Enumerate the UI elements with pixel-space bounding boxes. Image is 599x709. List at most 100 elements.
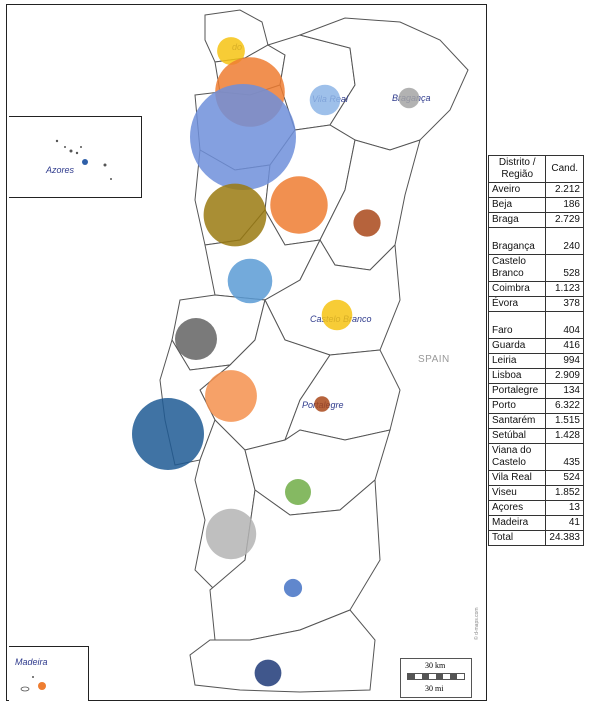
bubble-lisboa: [132, 398, 204, 470]
table-row: Viseu 1.852: [487, 485, 584, 501]
table-row: Portalegre 134: [487, 383, 584, 399]
row-district: Faro: [487, 311, 547, 339]
row-value: 1.123: [545, 281, 584, 297]
bubble-madeira: [38, 682, 46, 690]
header-district: Distrito / Região: [487, 155, 547, 183]
row-value: 2.909: [545, 368, 584, 384]
total-label: Total: [487, 530, 547, 546]
scale-bar: 30 km 30 mi: [400, 658, 472, 698]
table-row: Lisboa 2.909: [487, 368, 584, 384]
row-value: 2.212: [545, 182, 584, 198]
bubble-castelo-branco: [321, 299, 353, 331]
scale-bar-line: [407, 673, 465, 680]
row-value: 2.729: [545, 212, 584, 228]
madeira-inset: Madeira: [9, 646, 89, 701]
azores-label: Azores: [46, 165, 75, 175]
bubble-viana-do-castelo: [217, 37, 245, 65]
row-district: Beja: [487, 197, 547, 213]
row-district: Lisboa: [487, 368, 547, 384]
row-value: 1.428: [545, 428, 584, 444]
table-row: Porto 6.322: [487, 398, 584, 414]
row-district: Guarda: [487, 338, 547, 354]
table-row: Castelo Branco 528: [487, 254, 584, 282]
row-value: 528: [545, 254, 584, 282]
portugal-map: SPAIN do Vila Real Bragança Castelo Bran…: [132, 9, 469, 693]
bubble-beja: [283, 578, 303, 598]
bubble-leiria: [175, 318, 217, 360]
total-value: 24.383: [545, 530, 584, 546]
madeira-label: Madeira: [15, 657, 48, 667]
table-row: Beja 186: [487, 197, 584, 213]
row-district: Viana do Castelo: [487, 443, 547, 471]
row-value: 524: [545, 470, 584, 486]
row-district: Castelo Branco: [487, 254, 547, 282]
row-value: 994: [545, 353, 584, 369]
row-district: Bragança: [487, 227, 547, 255]
row-value: 240: [545, 227, 584, 255]
row-district: Évora: [487, 296, 547, 312]
row-value: 1.515: [545, 413, 584, 429]
table-row: Bragança 240: [487, 227, 584, 255]
table-row: Madeira 41: [487, 515, 584, 531]
row-district: Portalegre: [487, 383, 547, 399]
row-value: 186: [545, 197, 584, 213]
table-row: Coimbra 1.123: [487, 281, 584, 297]
row-district: Santarém: [487, 413, 547, 429]
row-district: Setúbal: [487, 428, 547, 444]
table-row: Leiria 994: [487, 353, 584, 369]
header-cand: Cand.: [545, 155, 584, 183]
table-row: Santarém 1.515: [487, 413, 584, 429]
table-body: Aveiro 2.212 Beja 186 Braga 2.729 Bragança 240 C…: [487, 182, 584, 531]
row-value: 6.322: [545, 398, 584, 414]
row-district: Aveiro: [487, 182, 547, 198]
table-total-row: Total 24.383: [487, 530, 584, 546]
azores-inset: Azores: [9, 116, 142, 198]
bubble-viseu: [270, 176, 328, 234]
bubble-aveiro: [203, 183, 267, 247]
row-district: Coimbra: [487, 281, 547, 297]
row-value: 134: [545, 383, 584, 399]
row-district: Madeira: [487, 515, 547, 531]
table-row: Guarda 416: [487, 338, 584, 354]
row-value: 1.852: [545, 485, 584, 501]
row-value: 378: [545, 296, 584, 312]
bubble-set-bal: [205, 508, 257, 560]
bubble-guarda: [353, 209, 381, 237]
bubble-porto: [190, 84, 296, 190]
table-row: Braga 2.729: [487, 212, 584, 228]
copyright-text: © d-maps.com: [474, 607, 480, 640]
azores-islands: [55, 139, 112, 180]
bubble-layer: [132, 37, 420, 687]
bubble-faro: [254, 659, 282, 687]
row-district: Porto: [487, 398, 547, 414]
scale-mi-label: 30 mi: [425, 684, 444, 693]
scale-km-label: 30 km: [425, 661, 446, 670]
bubble-portalegre: [314, 396, 330, 412]
row-value: 404: [545, 311, 584, 339]
table-row: Évora 378: [487, 296, 584, 312]
bubble-acores: [82, 159, 88, 165]
row-district: Leiria: [487, 353, 547, 369]
row-value: 41: [545, 515, 584, 531]
bubble-coimbra: [227, 258, 273, 304]
table-row: Açores 13: [487, 500, 584, 516]
bubble-santar-m: [205, 370, 257, 422]
table-row: Aveiro 2.212: [487, 182, 584, 198]
row-value: 13: [545, 500, 584, 516]
table-row: Setúbal 1.428: [487, 428, 584, 444]
spain-label: SPAIN: [418, 354, 450, 365]
madeira-islands: [20, 676, 46, 692]
table-row: Faro 404: [487, 311, 584, 339]
bubble--vora: [285, 479, 311, 505]
candidates-table: Distrito / Região Cand. Aveiro 2.212 Beja 1…: [487, 155, 584, 546]
table-header-row: Distrito / Região Cand.: [487, 155, 584, 183]
row-value: 416: [545, 338, 584, 354]
row-district: Braga: [487, 212, 547, 228]
bubble-vila-real: [309, 84, 341, 116]
row-district: Viseu: [487, 485, 547, 501]
row-district: Açores: [487, 500, 547, 516]
row-district: Vila Real: [487, 470, 547, 486]
table-row: Viana do Castelo 435: [487, 443, 584, 471]
table-row: Vila Real 524: [487, 470, 584, 486]
row-value: 435: [545, 443, 584, 471]
